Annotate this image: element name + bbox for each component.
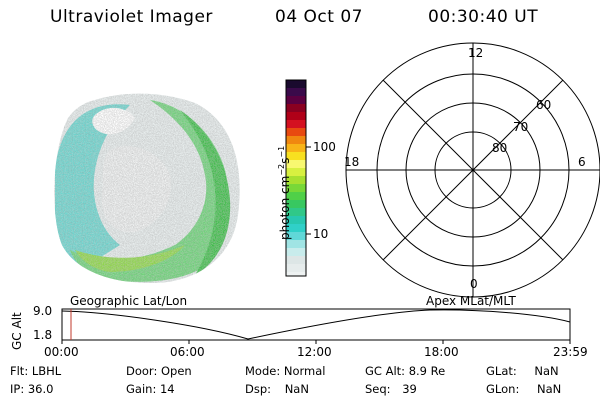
mode-status: Mode: Normal	[245, 364, 325, 378]
dsp-label: Dsp:	[245, 382, 272, 396]
timeline-y-tick-min: 1.8	[33, 328, 53, 342]
dsp-value: NaN	[284, 382, 309, 396]
glat-status: GLat: NaN	[486, 364, 559, 378]
glon-label: GLon:	[486, 382, 520, 396]
glat-label: GLat:	[486, 364, 517, 378]
seq-label: Seq:	[365, 382, 391, 396]
gain-value: 14	[159, 382, 175, 396]
ip-label: IP:	[10, 382, 25, 396]
timeline-x-tick-1800: 18:00	[424, 345, 459, 359]
glon-status: GLon: NaN	[486, 382, 561, 396]
lat-label-80: 80	[492, 141, 508, 155]
door-value: Open	[160, 364, 192, 378]
app-title: Ultraviolet Imager	[50, 7, 213, 27]
seq-status: Seq: 39	[365, 382, 417, 396]
timeline-x-tick-0000: 00:00	[44, 345, 79, 359]
seq-value: 39	[402, 382, 417, 396]
dsp-status: Dsp: NaN	[245, 382, 309, 396]
timeline-x-tick-2359: 23:59	[553, 345, 588, 359]
colorbar-label-main: photon cm	[278, 175, 292, 240]
colorbar-label: photon cm−2s−1	[277, 146, 292, 240]
colorbar-tick-100: 100	[313, 140, 336, 154]
glon-value: NaN	[536, 382, 562, 396]
ip-value: 36.0	[27, 382, 54, 396]
lat-label-70: 70	[513, 120, 529, 134]
colorbar-label-s: s	[278, 157, 292, 164]
colorbar-label-exp1: −2	[277, 163, 286, 176]
colorbar-tick-10: 10	[313, 227, 329, 241]
mode-label: Mode:	[245, 364, 281, 378]
polar-ring-outer	[345, 42, 600, 298]
timeline-x-tick-1200: 12:00	[297, 345, 332, 359]
gain-status: Gain: 14	[126, 382, 175, 396]
gc-alt-value: 8.9 Re	[408, 364, 446, 378]
mlt-label-12: 12	[468, 46, 484, 60]
altitude-curve	[61, 309, 571, 340]
mode-value: Normal	[283, 364, 326, 378]
apex-coords-label: Apex MLat/MLT	[426, 294, 516, 308]
mlt-label-0: 0	[470, 277, 478, 291]
timeline-y-axis-label: GC Alt	[10, 312, 24, 350]
date-label: 04 Oct 07	[275, 7, 363, 27]
glat-value: NaN	[534, 364, 559, 378]
time-label: 00:30:40 UT	[428, 7, 539, 27]
filter-label: Flt:	[10, 364, 29, 378]
timeline-y-tick-max: 9.0	[33, 304, 53, 318]
lat-label-60: 60	[536, 98, 552, 112]
gc-alt-status: GC Alt: 8.9 Re	[365, 364, 445, 378]
colorbar-label-exp2: −1	[277, 145, 286, 158]
gain-label: Gain:	[126, 382, 157, 396]
mlt-label-18: 18	[344, 155, 360, 169]
door-label: Door:	[126, 364, 158, 378]
geographic-coords-label: Geographic Lat/Lon	[70, 294, 188, 308]
filter-value: LBHL	[31, 364, 62, 378]
door-status: Door: Open	[126, 364, 192, 378]
filter-status: Flt: LBHL	[10, 364, 61, 378]
gc-alt-label: GC Alt:	[365, 364, 406, 378]
mlt-label-6: 6	[578, 155, 586, 169]
ip-status: IP: 36.0	[10, 382, 53, 396]
timeline-x-tick-0600: 06:00	[170, 345, 205, 359]
